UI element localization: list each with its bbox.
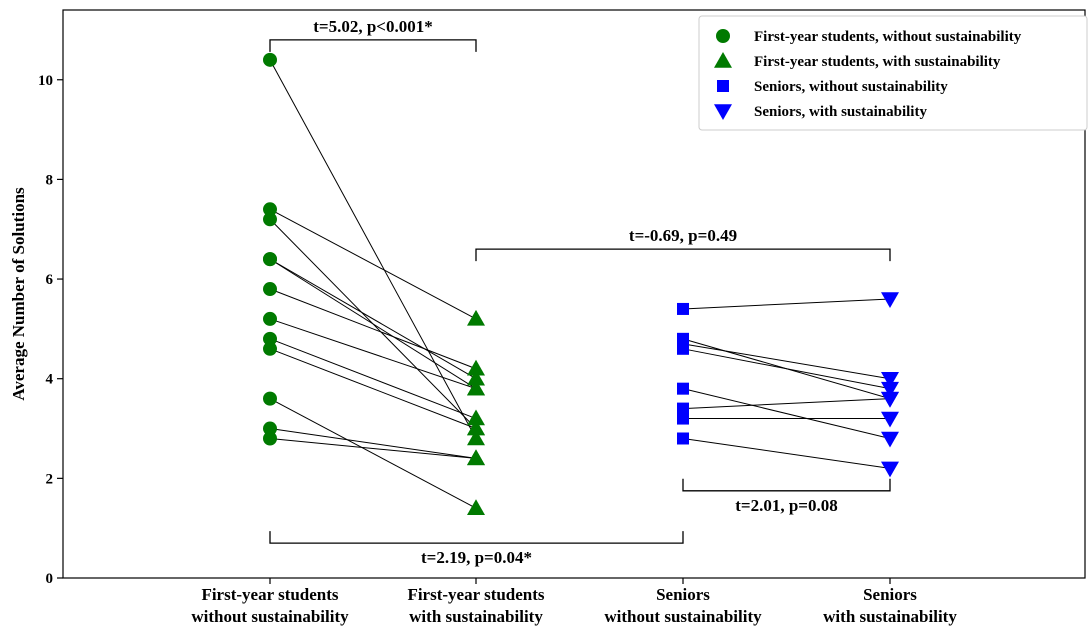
data-point [881,431,899,448]
data-markers [263,52,899,515]
data-point [263,311,277,326]
x-tick-label: with sustainability [823,607,957,626]
legend-marker [716,29,730,43]
pair-line [269,208,477,320]
data-point [467,499,485,515]
x-tick-label: First-year students [201,585,338,604]
significance-bracket [269,531,684,544]
data-point [467,309,485,326]
y-tick-label: 0 [46,571,54,587]
y-tick-label: 6 [46,272,54,288]
x-tick-label: First-year students [407,585,544,604]
legend-label: Seniors, with sustainability [754,104,927,120]
data-point [677,412,689,425]
legend: First-year students, without sustainabil… [698,15,1088,131]
data-point [263,421,277,436]
pair-line [682,298,891,310]
legend-marker [714,52,732,68]
y-tick-label: 2 [46,471,54,487]
data-point [263,331,277,346]
significance-label: t=2.01, p=0.08 [735,496,838,515]
data-point [881,411,899,428]
pair-line [269,258,477,390]
data-point [263,202,277,217]
legend-label: First-year students, with sustainability [754,54,1001,70]
pair-line [682,388,891,439]
pair-line [682,343,891,380]
data-point [467,449,485,466]
y-tick-label: 10 [38,73,53,89]
data-point [677,342,689,355]
data-point [881,391,899,408]
plot-frame [62,9,1086,579]
data-point [881,381,899,398]
pair-line [269,59,477,439]
data-point [467,359,485,376]
x-tick-label: with sustainability [409,607,543,626]
data-point [467,409,485,426]
x-tick-label: Seniors [656,585,710,604]
data-point [677,382,689,395]
data-point [677,402,689,415]
significance-label: t=2.19, p=0.04* [421,548,532,567]
data-point [263,252,277,267]
legend-box [698,15,1088,131]
pair-line [269,428,477,459]
data-point [263,282,277,297]
data-point [263,341,277,356]
axes: 0 2 4 6 8 10 First-year students without sustai… [9,9,1086,626]
legend-marker [714,104,732,120]
data-point [677,432,689,445]
legend-label: Seniors, without sustainability [754,79,948,95]
x-tick-label: without sustainability [604,607,762,626]
y-axis-label: Average Number of Solutions [9,187,28,401]
pair-line [682,398,891,410]
data-point [263,52,277,67]
data-point [263,431,277,446]
pair-line [269,398,477,509]
pair-line [269,288,477,370]
data-point [467,429,485,446]
pair-line [269,437,477,459]
pair-line [682,348,891,390]
pair-line [269,258,477,380]
y-tick-label: 8 [46,172,54,188]
x-tick-label: Seniors [863,585,917,604]
significance-annotations: t=5.02, p<0.001* t=-0.69, p=0.49 t=2.01, p… [269,17,891,567]
data-point [467,419,485,436]
data-point [467,369,485,386]
legend-label: First-year students, without sustainabil… [754,29,1022,45]
data-point [467,379,485,396]
x-tick-label: without sustainability [191,607,349,626]
data-point [263,212,277,227]
data-point [263,391,277,406]
pair-lines [269,59,891,509]
pair-line [269,348,477,429]
significance-label: t=5.02, p<0.001* [313,17,433,36]
data-point [881,292,899,308]
significance-bracket [475,248,891,262]
data-point [881,371,899,388]
significance-bracket [269,39,477,52]
pair-line [682,437,891,469]
data-point [677,302,689,315]
significance-bracket [682,478,891,492]
legend-marker [717,80,729,92]
data-point [881,461,899,478]
pair-line [269,318,477,390]
pair-line [269,338,477,420]
y-tick-label: 4 [46,372,54,388]
significance-label: t=-0.69, p=0.49 [629,226,737,245]
